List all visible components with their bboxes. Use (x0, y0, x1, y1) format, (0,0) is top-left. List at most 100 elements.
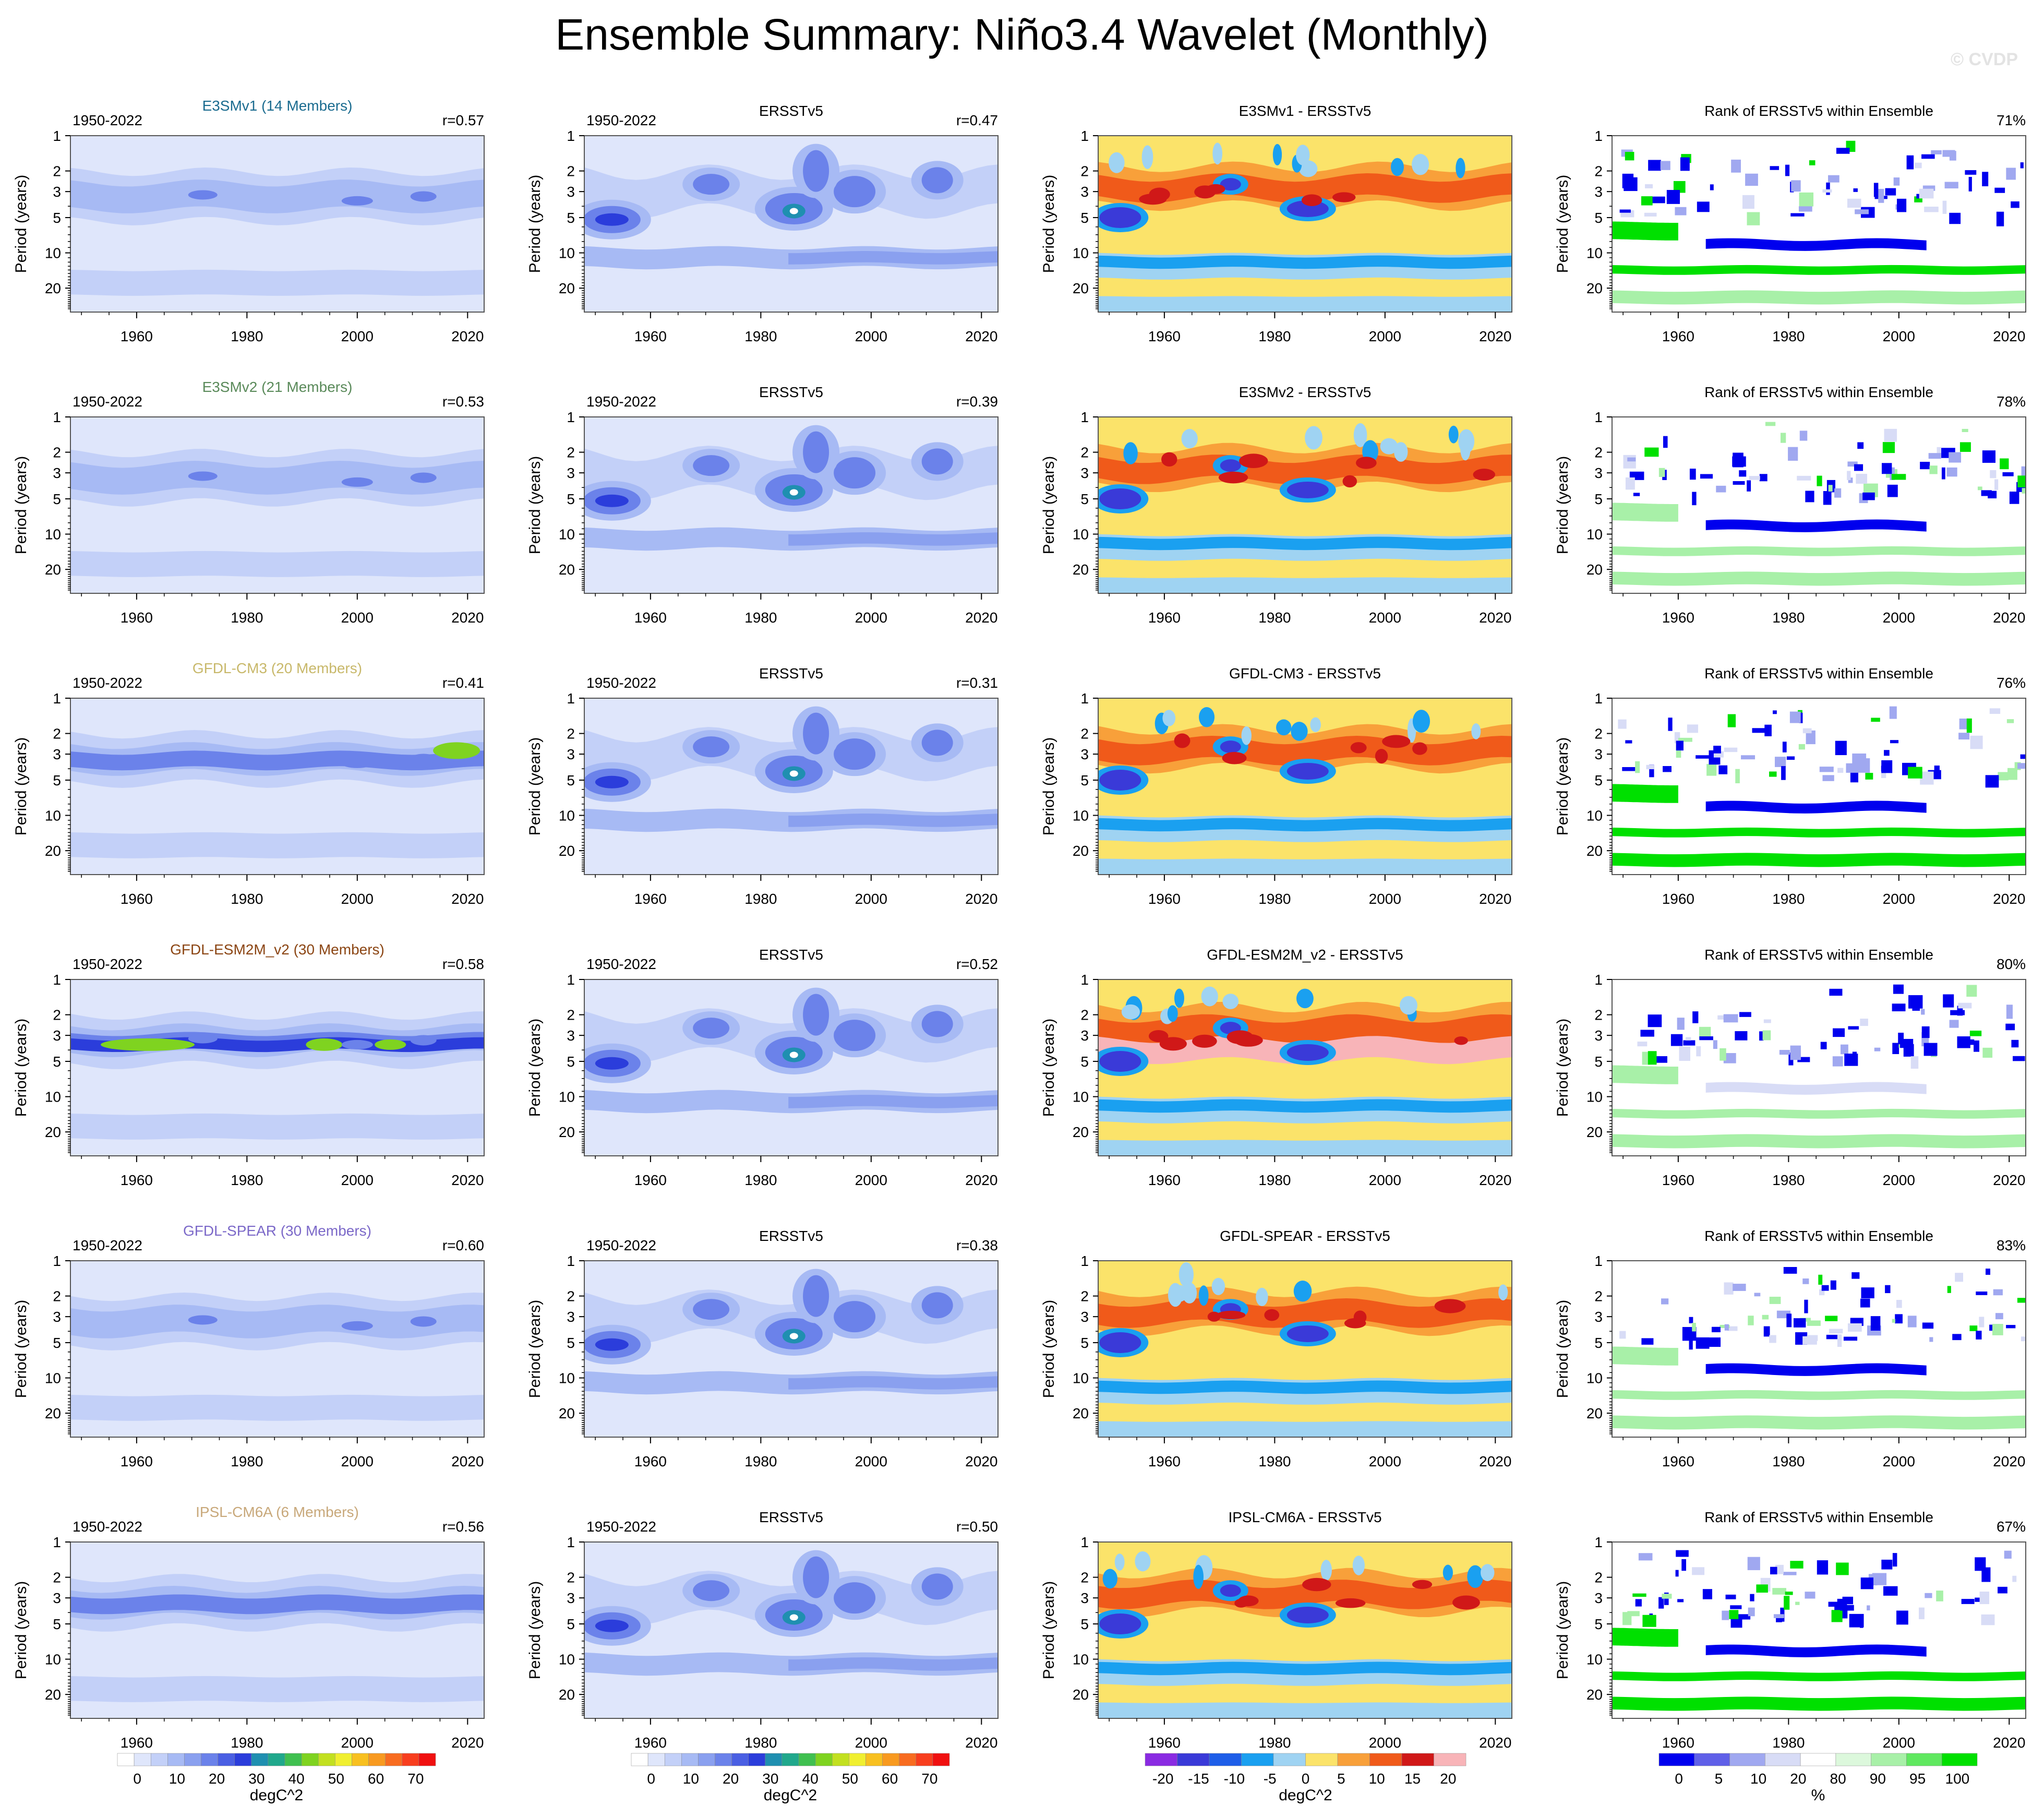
diff-blob (1239, 453, 1268, 469)
y-tick-label: 1 (1080, 1253, 1089, 1269)
rank-cell (1802, 728, 1812, 734)
power-blob (803, 994, 829, 1036)
rank-cell (1852, 1051, 1857, 1065)
y-tick-label: 3 (53, 1309, 61, 1325)
y-tick-label: 3 (1080, 1590, 1089, 1606)
rank-cell (1789, 711, 1801, 723)
x-tick-label: 1980 (744, 1735, 777, 1751)
rank-cell (1799, 431, 1808, 441)
power-blob (595, 1057, 629, 1070)
x-tick-label: 2020 (965, 1172, 997, 1188)
rank-cell (1802, 1336, 1817, 1345)
panel-title: GFDL-ESM2M_v2 - ERSSTv5 (1207, 947, 1403, 963)
y-tick-label: 5 (567, 1054, 575, 1070)
diff-blob (1174, 733, 1191, 748)
colorbar-swatch (184, 1753, 201, 1766)
rank-cell (1635, 1599, 1642, 1607)
rank-cell (1908, 767, 1922, 779)
x-tick-label: 2000 (341, 891, 374, 907)
y-axis-label: Period (years) (526, 737, 544, 835)
y-tick-label: 2 (1080, 445, 1089, 461)
x-tick-label: 1960 (1662, 1453, 1694, 1469)
diff-panel-frame (1098, 698, 1512, 875)
rank-band (1612, 503, 1678, 522)
panel-rank-percent: 76% (1997, 675, 2026, 691)
y-tick-label: 20 (1586, 1687, 1603, 1703)
y-tick-label: 1 (1080, 409, 1089, 425)
diff-blob (1174, 988, 1184, 1008)
y-tick-label: 10 (1586, 245, 1603, 261)
y-tick-label: 10 (559, 527, 575, 543)
y-tick-label: 3 (1594, 746, 1603, 762)
rank-cell (1700, 474, 1713, 479)
panel-years: 1950-2022 (586, 1519, 656, 1535)
y-tick-label: 10 (45, 1370, 61, 1386)
rank-cell (1847, 1323, 1862, 1332)
x-tick-label: 1980 (1258, 1735, 1291, 1751)
rank-cell (1950, 1010, 1965, 1015)
rank-cell (2013, 1056, 2025, 1061)
panel-title: GFDL-SPEAR (30 Members) (183, 1223, 371, 1239)
y-tick-label: 1 (1080, 690, 1089, 707)
diff-blob (1286, 1325, 1329, 1342)
rank-cell (2006, 719, 2014, 723)
rank-cell (1731, 159, 1741, 173)
colorbar-label: -10 (1224, 1771, 1245, 1787)
panel-title: Rank of ERSSTv5 within Ensemble (1704, 665, 1933, 682)
diff-blob (1218, 471, 1248, 484)
rank-cell (1818, 1274, 1823, 1285)
obs-panel: 1 2 3 5 10 20 1960 1980 2000 2020 Period (years) ER… (526, 665, 999, 907)
rank-cell (1795, 1601, 1800, 1605)
diff-blob (1286, 1044, 1329, 1061)
obs-panel: 1 2 3 5 10 20 1960 1980 2000 2020 Period (years) ER… (526, 1228, 999, 1469)
rank-band (1612, 1390, 2026, 1400)
diff-blob (1412, 710, 1430, 733)
rank-cell (1949, 452, 1962, 463)
rank-cell (1958, 733, 1970, 740)
y-tick-label: 10 (559, 1652, 575, 1668)
rank-cell (1936, 1591, 1943, 1601)
colorbar-swatch (318, 1753, 335, 1766)
y-axis-label: Period (years) (13, 737, 30, 835)
panel-correlation: r=0.52 (956, 956, 998, 972)
rank-band (1612, 853, 2026, 867)
rank-cell (1769, 771, 1777, 777)
x-tick-label: 1960 (634, 1735, 667, 1751)
colorbar-swatch (798, 1753, 816, 1766)
rank-cell (1717, 1015, 1725, 1020)
panel-years: 1950-2022 (73, 956, 142, 972)
panel-correlation: r=0.50 (956, 1519, 998, 1535)
rank-panel: 1 2 3 5 10 20 1960 1980 2000 2020 Period (years) Ra… (1554, 1228, 2026, 1469)
rank-cell (1724, 747, 1738, 752)
x-tick-label: 1960 (634, 328, 667, 344)
rank-cell (1908, 995, 1923, 1009)
rank-cell (1881, 1559, 1893, 1570)
rank-cell (1982, 172, 1989, 186)
rank-cell (1640, 1030, 1654, 1037)
rank-band (1612, 290, 2026, 305)
rank-cell (1686, 1037, 1691, 1041)
rank-cell (1764, 724, 1772, 736)
x-tick-label: 1980 (231, 1172, 263, 1188)
diff-blob (1227, 1030, 1254, 1044)
rank-cell (1825, 1316, 1838, 1321)
rank-cell (1942, 200, 1947, 214)
power-blob (693, 455, 730, 476)
x-tick-label: 1980 (1258, 1453, 1291, 1469)
obs-panel: 1 2 3 5 10 20 1960 1980 2000 2020 Period (years) ER… (526, 947, 999, 1188)
colorbar-label: 20 (723, 1771, 739, 1787)
y-tick-label: 3 (1080, 184, 1089, 200)
power-band (788, 1657, 998, 1671)
rank-cell (1720, 1048, 1726, 1061)
colorbar-swatch (849, 1753, 866, 1766)
colorbar-unit: degC^2 (250, 1787, 303, 1804)
power-blob (410, 754, 437, 764)
diff-blob (1471, 723, 1481, 739)
y-tick-label: 20 (1073, 1687, 1089, 1703)
panel-correlation: r=0.47 (956, 112, 998, 128)
x-tick-label: 2020 (965, 609, 997, 626)
power-blob (921, 167, 953, 194)
diff-blob (1234, 1598, 1248, 1608)
